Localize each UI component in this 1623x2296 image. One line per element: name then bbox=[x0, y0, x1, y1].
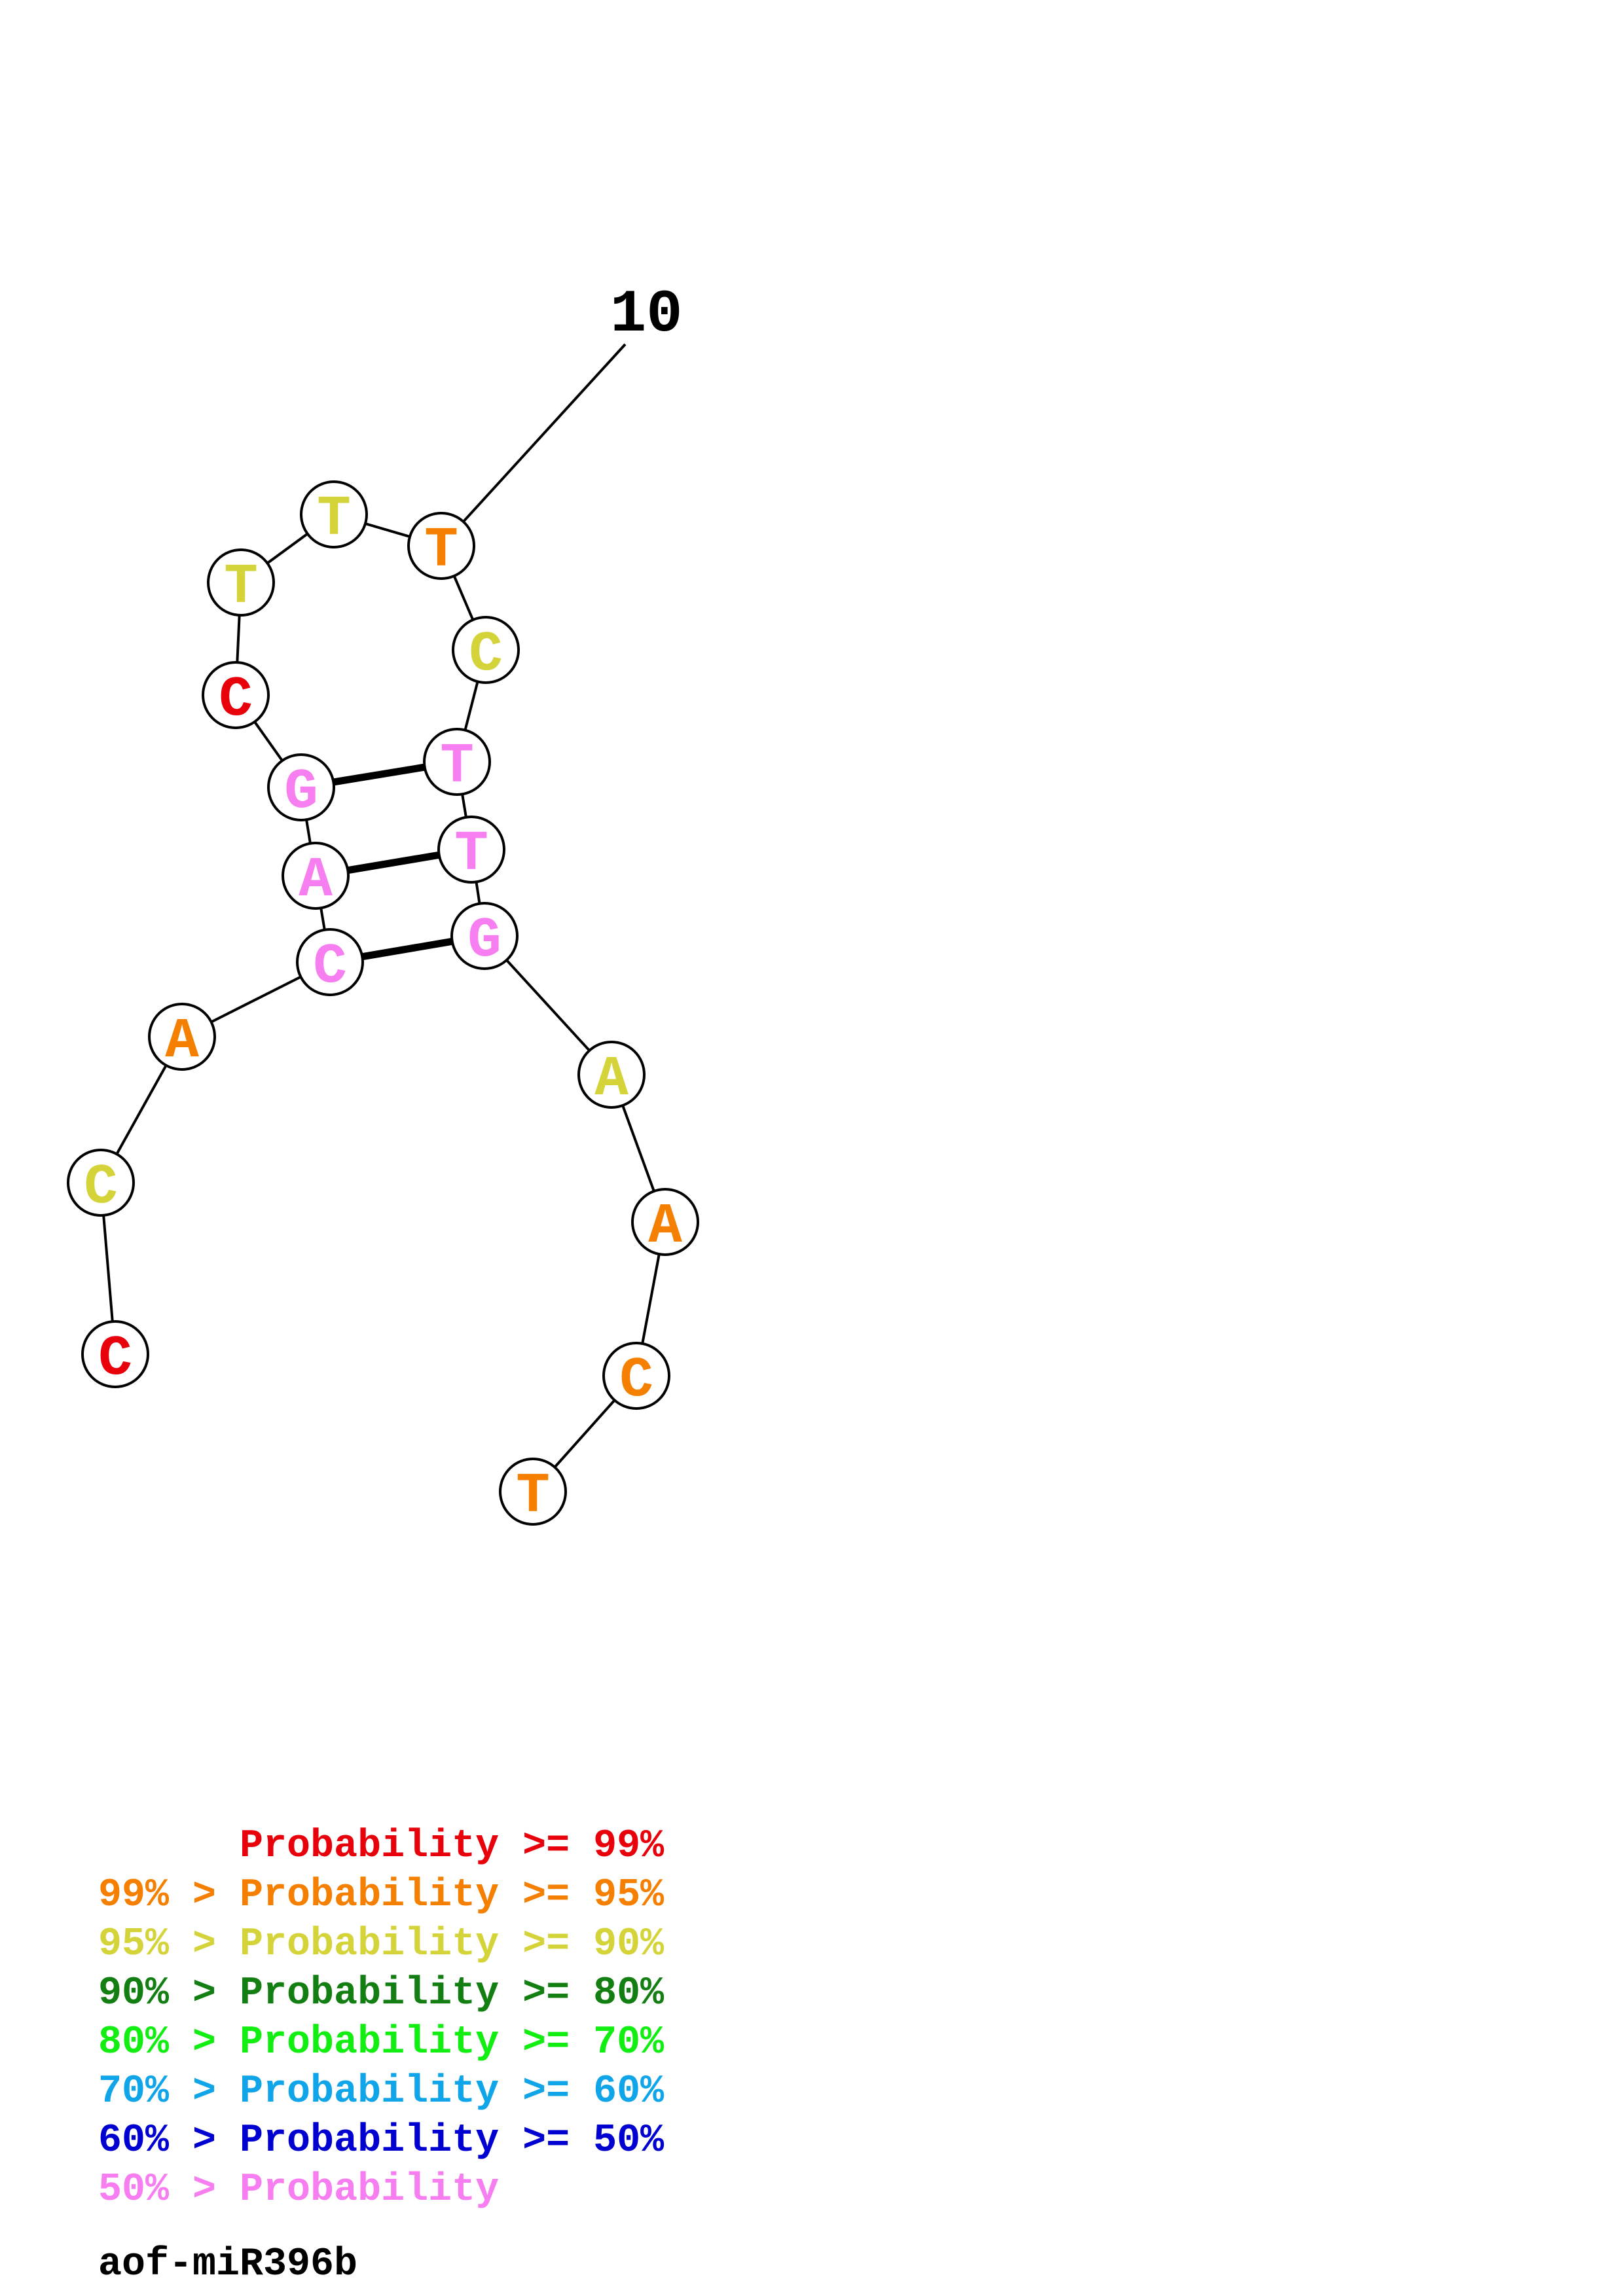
nucleotide-13: T bbox=[437, 816, 505, 886]
nucleotide-circle bbox=[300, 480, 368, 548]
nucleotide-base: A bbox=[648, 1194, 682, 1259]
tick-line bbox=[462, 343, 627, 523]
legend-entry: Probability >= 99% bbox=[98, 1824, 665, 1869]
nucleotide-5: A bbox=[282, 842, 350, 912]
nucleotide-base: T bbox=[224, 555, 258, 619]
base-pair-bond bbox=[361, 937, 453, 961]
legend-entry: 70% > Probability >= 60% bbox=[98, 2070, 665, 2114]
legend-entry: 50% > Probability bbox=[98, 2168, 499, 2212]
base-pair-bond bbox=[333, 763, 426, 786]
molecule-title: aof-miR396b bbox=[98, 2242, 357, 2287]
nucleotide-4: C bbox=[296, 928, 364, 999]
probability-legend: Probability >= 99%99% > Probability >= 9… bbox=[98, 1824, 665, 2212]
nucleotide-circle bbox=[207, 548, 275, 617]
nucleotide-base: C bbox=[84, 1155, 118, 1219]
nucleotide-circle bbox=[452, 616, 520, 684]
nucleotide-circle bbox=[577, 1041, 646, 1109]
nucleotide-base: T bbox=[440, 734, 474, 798]
nucleotide-circle bbox=[450, 902, 519, 970]
nucleotide-6: G bbox=[267, 753, 335, 824]
nucleotide-base: C bbox=[619, 1348, 653, 1412]
base-pair-bond bbox=[347, 851, 440, 874]
nucleotide-circle bbox=[202, 661, 270, 729]
position-tick: 10 bbox=[462, 280, 682, 523]
nucleotide-9: T bbox=[300, 480, 368, 551]
nucleotide-3: A bbox=[148, 1003, 216, 1073]
nucleotide-base: G bbox=[284, 760, 318, 824]
legend-entry: 99% > Probability >= 95% bbox=[98, 1873, 665, 1918]
nucleotide-10: T bbox=[407, 512, 475, 583]
legend-entry: 80% > Probability >= 70% bbox=[98, 2020, 665, 2065]
legend-entry: 60% > Probability >= 50% bbox=[98, 2119, 665, 2163]
nucleotide-circle bbox=[437, 816, 505, 884]
nucleotide-16: A bbox=[631, 1188, 699, 1259]
nucleotide-8: T bbox=[207, 548, 275, 619]
nucleotide-base: T bbox=[317, 487, 351, 551]
base-pair-bonds bbox=[333, 763, 453, 961]
legend-entry: 95% > Probability >= 90% bbox=[98, 1922, 665, 1967]
nucleotide-circle bbox=[631, 1188, 699, 1256]
nucleotide-circle bbox=[296, 928, 364, 996]
nucleotide-circle bbox=[148, 1003, 216, 1071]
nucleotide-base: C bbox=[219, 668, 253, 732]
nucleotide-base: A bbox=[165, 1009, 199, 1073]
nucleotide-base: A bbox=[594, 1047, 629, 1111]
nucleotide-base: C bbox=[98, 1327, 132, 1391]
nucleotide-base: A bbox=[299, 848, 333, 912]
nucleotide-base: C bbox=[469, 622, 503, 687]
nucleotide-base: C bbox=[313, 935, 347, 999]
legend-entry: 90% > Probability >= 80% bbox=[98, 1971, 665, 2016]
nucleotide-1: C bbox=[81, 1320, 149, 1391]
nucleotide-17: C bbox=[602, 1342, 670, 1412]
nucleotide-circle bbox=[81, 1320, 149, 1388]
nucleotide-11: C bbox=[452, 616, 520, 687]
nucleotide-base: T bbox=[516, 1464, 550, 1528]
nucleotide-14: G bbox=[450, 902, 519, 973]
nucleotide-base: T bbox=[424, 518, 458, 583]
nucleotide-circle bbox=[407, 512, 475, 580]
nucleotide-circle bbox=[267, 753, 335, 821]
nucleotide-base: T bbox=[454, 822, 488, 886]
nucleotide-18: T bbox=[499, 1458, 567, 1528]
nucleotide-15: A bbox=[577, 1041, 646, 1111]
nucleotide-circle bbox=[499, 1458, 567, 1526]
nucleotide-circle bbox=[67, 1149, 135, 1217]
nucleotide-12: T bbox=[423, 728, 491, 798]
nucleotide-base: G bbox=[467, 908, 501, 973]
tick-label-10: 10 bbox=[610, 280, 682, 349]
nucleotide-circle bbox=[423, 728, 491, 796]
nucleotide-2: C bbox=[67, 1149, 135, 1219]
nucleotide-circle bbox=[602, 1342, 670, 1410]
nucleotide-7: C bbox=[202, 661, 270, 732]
nucleotide-circle bbox=[282, 842, 350, 910]
